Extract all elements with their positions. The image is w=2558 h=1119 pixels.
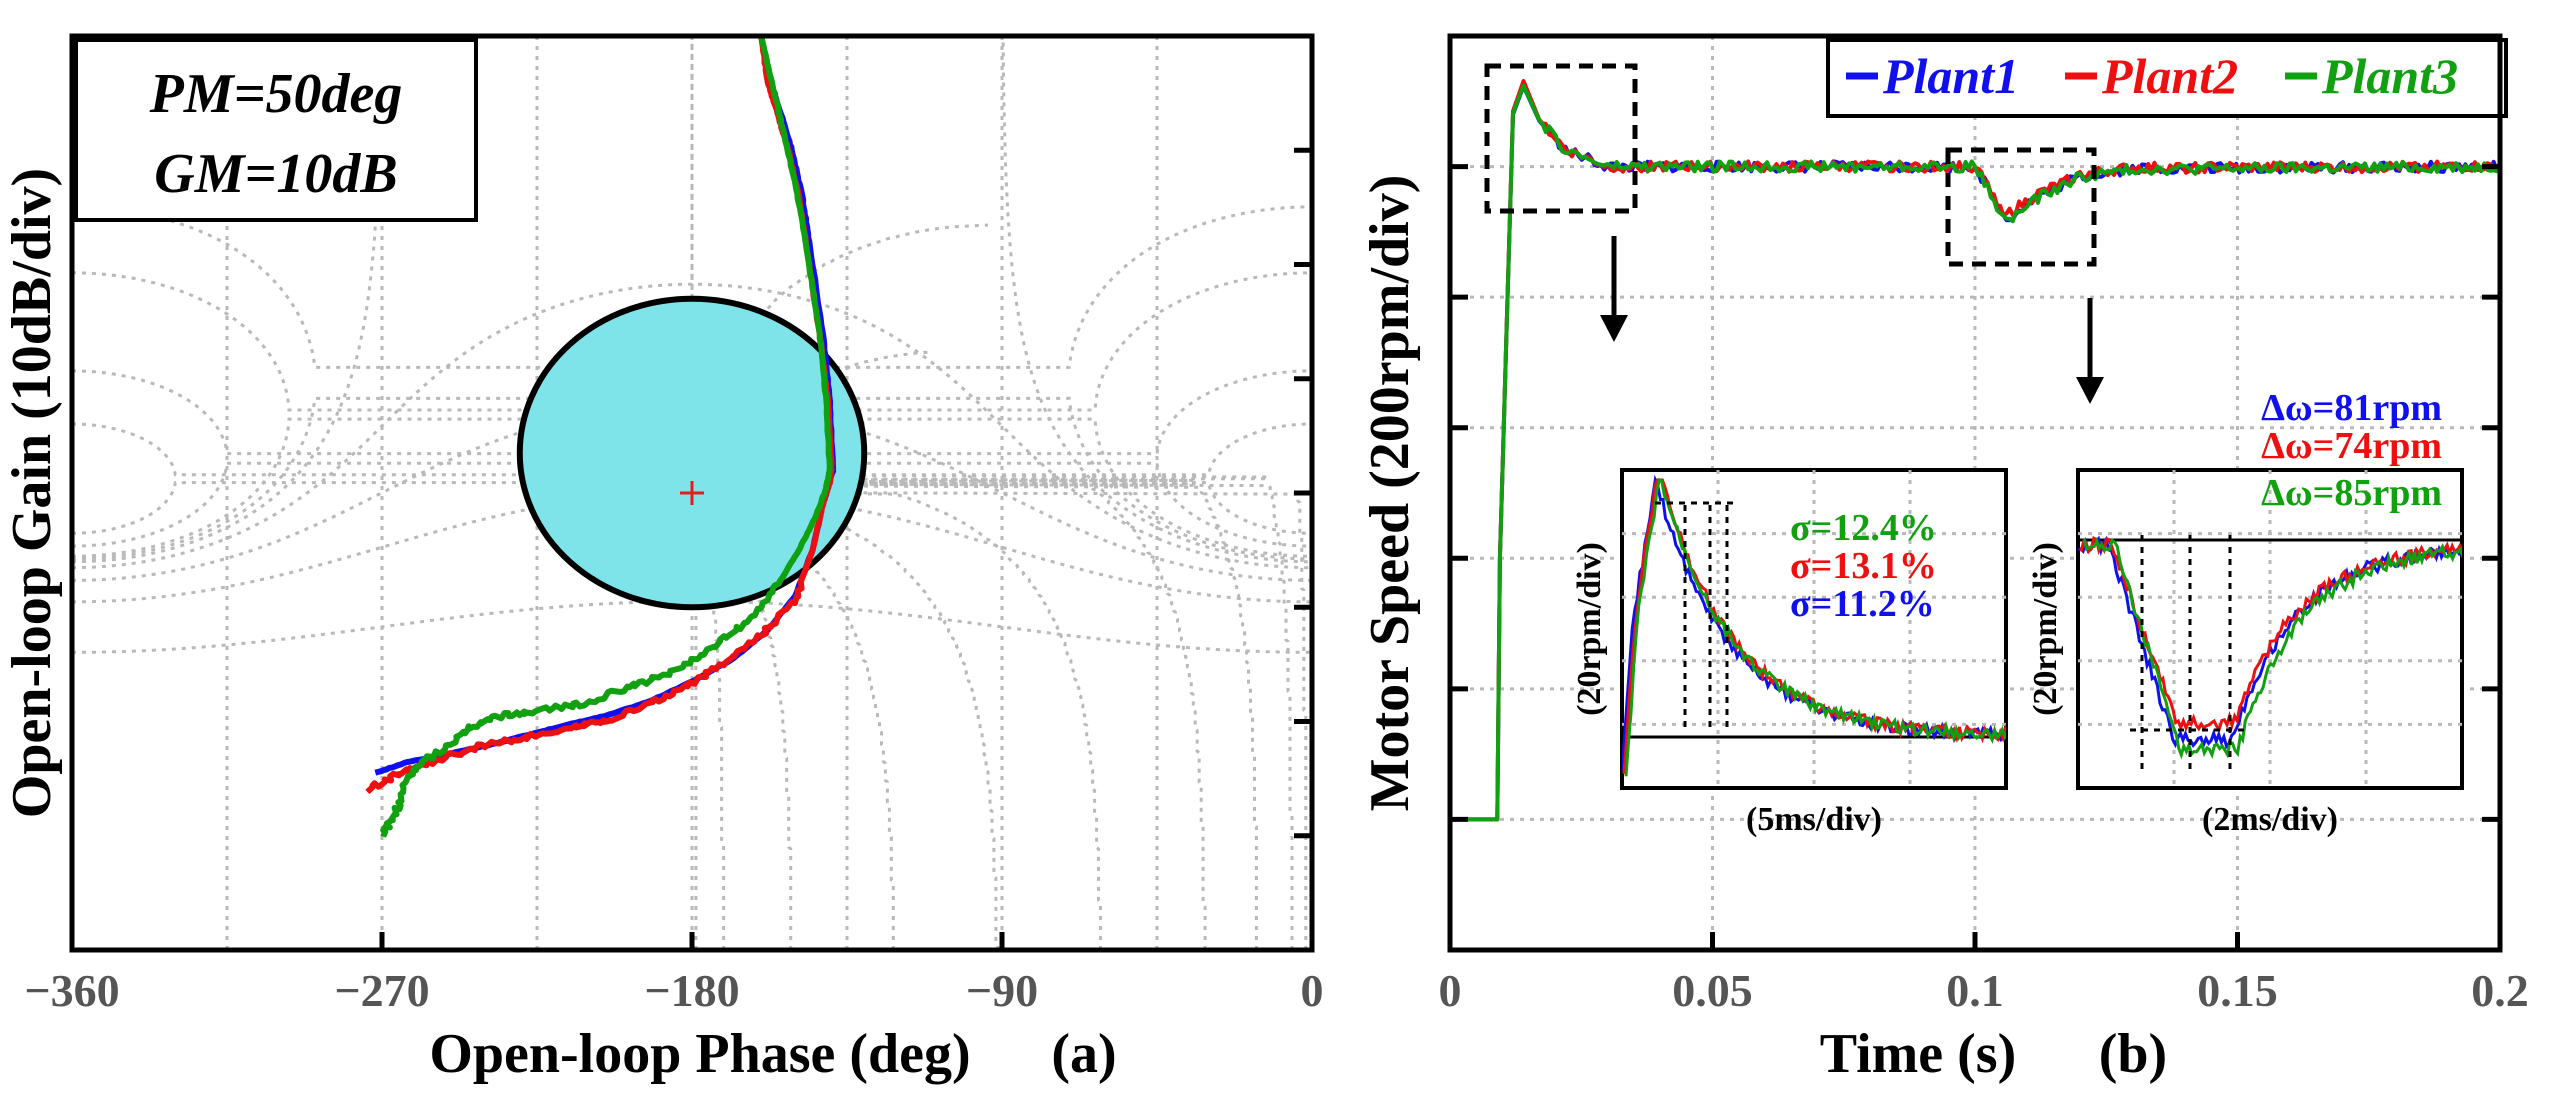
ylabel-a: Open-loop Gain (10dB/div) (1, 168, 63, 818)
disturbance-markers (2130, 535, 2250, 770)
nichols-mcircle (72, 369, 1312, 456)
delta-omega-plant2: Δω=74rpm (2261, 425, 2442, 467)
zoom-box-overshoot (1484, 63, 1638, 214)
delta-omega-plant3: Δω=85rpm (2261, 472, 2442, 514)
xtick-label-b: 0.15 (2197, 965, 2278, 1016)
xtick-label-b: 0.1 (1946, 965, 2004, 1016)
sigma-plant3: σ=12.4% (1790, 507, 1937, 549)
zoom-arrows (1600, 236, 2104, 404)
time-response-chart: Plant1 Plant2 Plant3 σ=12.4% σ=13.1% σ=1… (1359, 33, 2529, 1085)
inset-overshoot-ylabel: (20rpm/div) (1571, 542, 1608, 716)
nichols-ncontour (692, 498, 726, 950)
xtick-label-a: −360 (24, 965, 119, 1016)
inset-disturbance: (20rpm/div) (2ms/div) (2027, 468, 2464, 838)
inset-disturbance-ylabel: (20rpm/div) (2027, 542, 2064, 716)
nichols-ncontour (719, 492, 1000, 950)
xlabel-a: Open-loop Phase (deg) (429, 1023, 970, 1085)
time-series (1450, 79, 2500, 822)
xtick-label-a: −90 (966, 965, 1038, 1016)
nichols-ncontour (695, 492, 895, 950)
xtick-label-b: 0 (1439, 965, 1462, 1016)
sigma-plant2: σ=13.1% (1790, 545, 1937, 587)
inset-disturbance-grid (2078, 470, 2462, 788)
legend-box (1826, 38, 2508, 118)
gm-label: GM=10dB (154, 143, 398, 205)
ticks-a: −360 −270 −180 −90 0 (24, 147, 1324, 1016)
nichols-ncontour (693, 477, 1102, 950)
margin-annotation: PM=50deg GM=10dB (74, 38, 478, 222)
legend-plant3: Plant3 (2321, 48, 2458, 104)
nichols-chart: −360 −270 −180 −90 0 PM=50deg GM=10dB Open-l… (1, 33, 1324, 1085)
xtick-label-b: 0.2 (2471, 965, 2529, 1016)
nichols-ncontour (702, 503, 793, 950)
zoom-box-disturbance (1945, 147, 2097, 267)
xtick-label-a: 0 (1301, 965, 1324, 1016)
inset-overshoot: σ=12.4% σ=13.1% σ=11.2% (20rpm/div) (5ms… (1571, 468, 2008, 838)
ticks-b: 0 0.05 0.1 0.15 0.2 (1439, 164, 2529, 1016)
nichols-mcircle (72, 36, 1312, 564)
nichols-mcircle (72, 417, 1312, 558)
inset-disturbance-line-plant3 (2082, 536, 2462, 760)
nichols-line-plant3 (380, 36, 833, 839)
pm-label: PM=50deg (149, 63, 403, 125)
ylabel-b: Motor Speed (200rpm/div) (1359, 175, 1421, 812)
delta-omega-plant1: Δω=81rpm (2261, 387, 2442, 429)
legend-plant1: Plant1 (1882, 48, 2019, 104)
speed-line-plant3 (1450, 83, 2500, 822)
nichols-ncontour (692, 223, 1294, 950)
inset-overshoot-series (1622, 474, 2006, 777)
xtick-label-a: −180 (644, 965, 739, 1016)
xtick-label-b: 0.05 (1672, 965, 1753, 1016)
sigma-plant1: σ=11.2% (1790, 583, 1935, 625)
nichols-ncontour (690, 36, 1308, 950)
inset-disturbance-line-plant2 (2079, 536, 2462, 733)
nichols-mcircle (72, 271, 1312, 412)
nichols-mcircle (72, 396, 1312, 561)
legend: Plant1 Plant2 Plant3 (1826, 38, 2508, 118)
xlabel-b: Time (s) (1820, 1023, 2017, 1085)
nichols-mcircle (72, 461, 1312, 548)
margin-box (74, 38, 478, 222)
overshoot-markers (1655, 501, 1735, 730)
inset-overshoot-xlabel: (5ms/div) (1746, 801, 1882, 838)
nichols-ncontour (701, 420, 1207, 950)
nichols-series (365, 36, 837, 839)
nichols-ncontour (692, 513, 698, 950)
exclusion-region (516, 295, 868, 611)
inset-overshoot-line-plant3 (1624, 477, 2006, 777)
inset-disturbance-xlabel: (2ms/div) (2202, 801, 2338, 838)
critical-point-marker (680, 481, 704, 505)
panel-label-a: (a) (1051, 1023, 1116, 1085)
exclusion-ellipse (516, 295, 868, 611)
panel-label-b: (b) (2099, 1023, 2167, 1085)
xtick-label-a: −270 (334, 965, 429, 1016)
legend-plant2: Plant2 (2101, 48, 2238, 104)
